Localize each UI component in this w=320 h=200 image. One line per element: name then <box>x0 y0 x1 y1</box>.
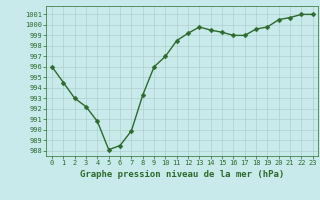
X-axis label: Graphe pression niveau de la mer (hPa): Graphe pression niveau de la mer (hPa) <box>80 170 284 179</box>
